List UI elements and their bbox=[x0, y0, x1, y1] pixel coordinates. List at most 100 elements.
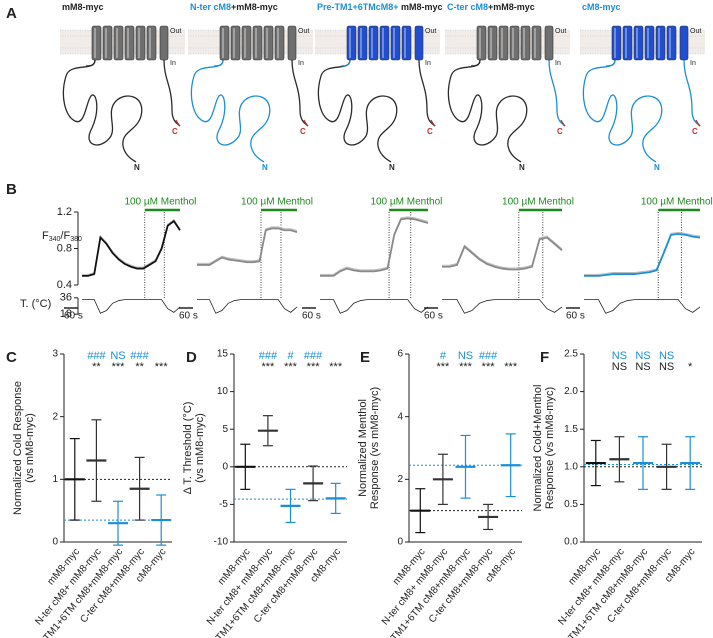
y-axis-title: (vs mM8-myc) bbox=[24, 413, 36, 483]
tm-shine bbox=[501, 28, 503, 58]
tm-shine bbox=[393, 28, 395, 58]
significance-blue: ### bbox=[87, 350, 106, 362]
tm-helix bbox=[219, 25, 230, 61]
tm-shine bbox=[523, 28, 525, 58]
construct: Pre-TM1+6TMcM8+ mM8-myc Out In C N bbox=[315, 2, 443, 172]
title-part: Pre-TM1+6TMcM8+ bbox=[317, 2, 399, 12]
c-terminus bbox=[418, 59, 436, 127]
c-tip bbox=[695, 119, 701, 127]
tm-shine bbox=[371, 28, 373, 58]
y-tick-label: 4 bbox=[397, 411, 403, 422]
y-axis-title: Normalized Menthol bbox=[357, 399, 369, 497]
construct-title: C-ter cM8+mM8-myc bbox=[447, 2, 535, 12]
significance-blue: ### bbox=[479, 350, 498, 362]
c-terminus bbox=[548, 59, 566, 127]
significance-blue: # bbox=[287, 350, 294, 362]
c-tip bbox=[430, 119, 436, 127]
y-axis-title-part: 380 bbox=[70, 236, 82, 243]
n-terminus bbox=[447, 59, 528, 163]
construct-title: Pre-TM1+6TMcM8+ mM8-myc bbox=[317, 2, 443, 12]
n-label: N bbox=[389, 163, 395, 172]
pre-tm1 bbox=[470, 59, 481, 67]
c-terminus bbox=[163, 59, 181, 127]
temperature-trace bbox=[584, 299, 701, 314]
n-label: N bbox=[134, 163, 140, 172]
tm-shine bbox=[479, 28, 481, 58]
c-terminus bbox=[683, 59, 701, 127]
n-label: N bbox=[519, 163, 525, 172]
y-tick-label: 10 bbox=[217, 386, 229, 397]
out-label: Out bbox=[425, 28, 436, 35]
tm-shine bbox=[625, 28, 627, 58]
y-tick-label: 15 bbox=[217, 349, 229, 360]
significance: *** bbox=[155, 361, 169, 373]
tm-shine bbox=[534, 28, 536, 58]
significance: NS bbox=[659, 361, 674, 373]
significance: *** bbox=[504, 361, 518, 373]
significance-blue: ### bbox=[259, 350, 278, 362]
tm-shine bbox=[149, 28, 151, 58]
significance: *** bbox=[112, 361, 126, 373]
tm-helix bbox=[679, 25, 689, 61]
out-label: Out bbox=[170, 28, 181, 35]
trace bbox=[584, 232, 701, 277]
tm-helix bbox=[622, 25, 633, 61]
tm-helix bbox=[287, 25, 297, 61]
y-tick-label: 6 bbox=[397, 349, 403, 360]
panel-label: A bbox=[6, 5, 17, 22]
tm-helix bbox=[241, 25, 252, 61]
y-tick-label: 3 bbox=[52, 349, 58, 360]
title-part: C-ter cM8 bbox=[447, 2, 488, 12]
c-tip bbox=[560, 119, 566, 127]
tm-shine bbox=[94, 28, 96, 58]
pre-tm1 bbox=[605, 59, 616, 67]
significance: ** bbox=[92, 361, 101, 373]
c-tip bbox=[303, 119, 309, 127]
n-label: N bbox=[262, 163, 268, 172]
tm-helix bbox=[368, 25, 379, 61]
y-tick-label: -10 bbox=[214, 537, 229, 548]
y-tick-label: 1 bbox=[52, 474, 58, 485]
pre-tm1 bbox=[213, 59, 224, 67]
tm-shine bbox=[349, 28, 351, 58]
menthol-label: 100 µM Menthol bbox=[370, 197, 442, 208]
tm-helix bbox=[644, 25, 655, 61]
y2-tick-label: 18 bbox=[60, 308, 72, 320]
construct-title: N-ter cM8+mM8-myc bbox=[190, 2, 278, 12]
scale-label: 60 s bbox=[424, 311, 443, 322]
n-label: N bbox=[654, 163, 660, 172]
y-axis-title: F340/F380 bbox=[42, 230, 82, 243]
trace-band bbox=[584, 231, 701, 275]
tm-shine bbox=[658, 28, 660, 58]
in-label: In bbox=[298, 60, 304, 67]
tm-helix bbox=[274, 25, 285, 61]
c-label: C bbox=[557, 127, 563, 136]
c-label: C bbox=[172, 127, 178, 136]
tm-shine bbox=[222, 28, 224, 58]
tm-helix bbox=[666, 25, 677, 61]
y-axis-title: (vs mM8-myc) bbox=[194, 413, 206, 483]
y-tick-label: 1.5 bbox=[564, 424, 578, 435]
tm-shine bbox=[277, 28, 279, 58]
tm-helix bbox=[401, 25, 412, 61]
significance-blue: NS bbox=[659, 350, 674, 362]
in-label: In bbox=[690, 60, 696, 67]
c-label: C bbox=[692, 127, 698, 136]
y-tick-label: 1.2 bbox=[57, 206, 72, 218]
tm-helix bbox=[414, 25, 424, 61]
in-label: In bbox=[425, 60, 431, 67]
tm-helix bbox=[655, 25, 666, 61]
significance: * bbox=[688, 361, 693, 373]
y-tick-label: 0 bbox=[52, 537, 58, 548]
tm-helix bbox=[509, 25, 520, 61]
tm-helix bbox=[531, 25, 542, 61]
construct: cM8-myc Out In C N bbox=[580, 2, 705, 172]
scale-label: 60 s bbox=[302, 311, 321, 322]
title-part: mM8-myc bbox=[62, 2, 104, 12]
tm-helix bbox=[476, 25, 487, 61]
n-terminus bbox=[582, 59, 663, 163]
tm-helix bbox=[159, 25, 169, 61]
n-terminus bbox=[62, 59, 143, 163]
tm-helix bbox=[379, 25, 390, 61]
tm-helix bbox=[230, 25, 241, 61]
